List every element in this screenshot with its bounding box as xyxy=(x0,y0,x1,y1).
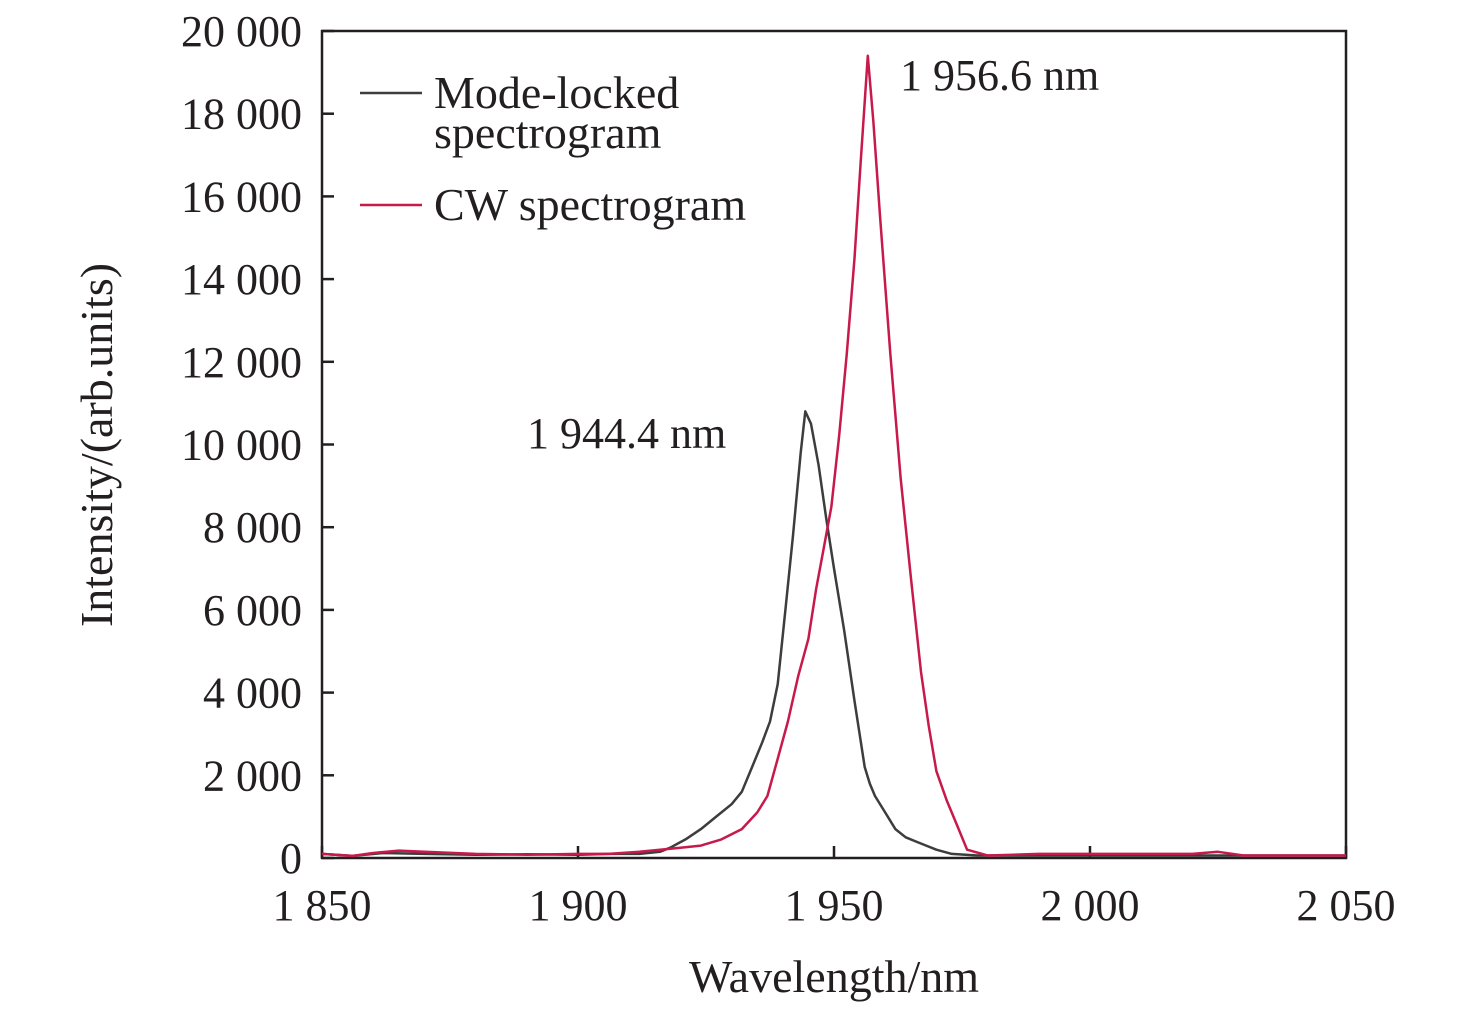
y-tick-label: 2 000 xyxy=(203,751,302,800)
y-tick-label: 6 000 xyxy=(203,586,302,635)
legend-label-mode-locked-line2: spectrogram xyxy=(434,107,662,158)
y-tick-label: 20 000 xyxy=(181,7,302,56)
y-tick-label: 0 xyxy=(280,834,302,883)
x-tick-label: 2 000 xyxy=(1041,881,1140,930)
x-tick-label: 1 950 xyxy=(785,881,884,930)
annotation-peak-mode-locked: 1 944.4 nm xyxy=(527,409,726,458)
legend-label-mode-locked-line1: Mode-locked xyxy=(434,67,679,118)
y-tick-label: 16 000 xyxy=(181,172,302,221)
series-line-mode-locked xyxy=(321,410,1346,858)
y-tick-label: 10 000 xyxy=(181,421,302,470)
legend-label-cw: CW spectrogram xyxy=(434,179,746,230)
x-tick-label: 1 850 xyxy=(273,881,372,930)
legend: Mode-locked spectrogram CW spectrogram xyxy=(360,67,746,230)
y-tick-label: 14 000 xyxy=(181,255,302,304)
annotation-peak-cw: 1 956.6 nm xyxy=(900,51,1099,100)
y-tick-label: 12 000 xyxy=(181,338,302,387)
x-tick-label: 2 050 xyxy=(1297,881,1396,930)
x-axis-ticks: 1 850 1 900 1 950 2 000 2 050 xyxy=(273,846,1396,930)
y-axis-title: Intensity/(arb.units) xyxy=(71,263,122,627)
y-tick-label: 4 000 xyxy=(203,669,302,718)
x-tick-label: 1 900 xyxy=(529,881,628,930)
y-tick-label: 18 000 xyxy=(181,90,302,139)
series-line-cw xyxy=(321,54,1346,858)
series-layer xyxy=(321,54,1346,858)
x-axis-title: Wavelength/nm xyxy=(689,951,979,1002)
y-tick-label: 8 000 xyxy=(203,503,302,552)
y-axis-ticks: 0 2 000 4 000 6 000 8 000 10 000 12 000 14 000 1… xyxy=(181,7,334,883)
